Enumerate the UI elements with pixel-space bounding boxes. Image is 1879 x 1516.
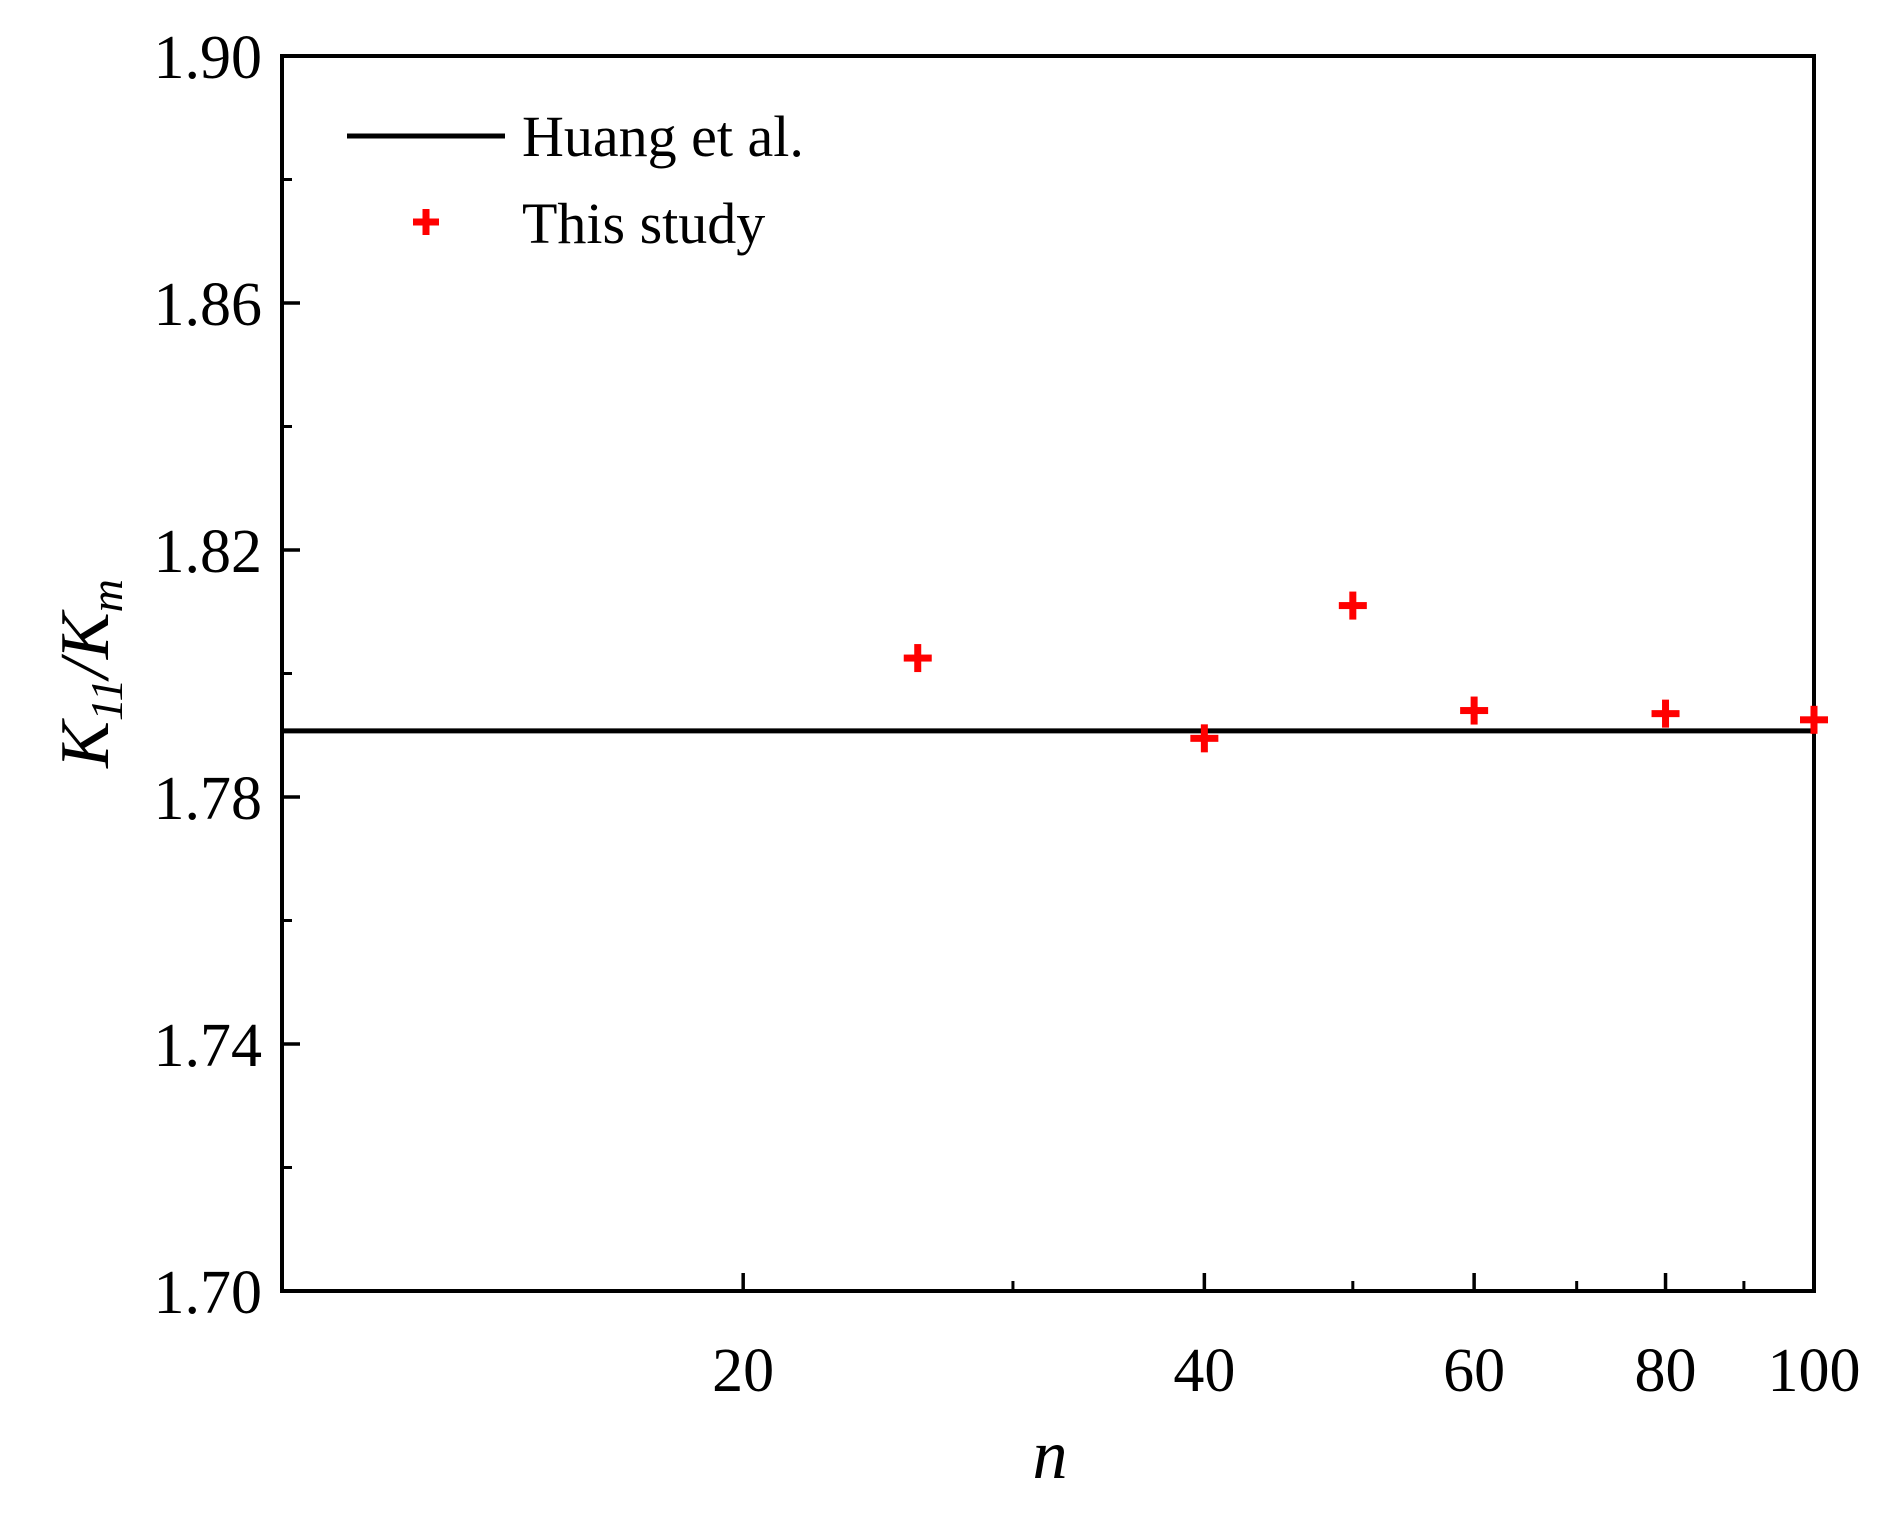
plus-marker-vertical xyxy=(914,644,922,673)
data-point-this-study xyxy=(1800,705,1828,734)
y-tick-label: 1.78 xyxy=(154,765,263,833)
y-tick-label: 1.86 xyxy=(154,271,263,339)
data-point-this-study xyxy=(1651,699,1680,728)
x-tick-label: 60 xyxy=(1443,1337,1505,1405)
axis-titles: n K11/Km xyxy=(47,579,1068,1494)
y-axis-title-part-2: K xyxy=(47,609,124,660)
y-tick-label: 1.82 xyxy=(154,518,263,586)
y-axis-title-subscript-1: 11 xyxy=(81,679,132,722)
legend-label-huang: Huang et al. xyxy=(522,104,804,169)
data-point-this-study xyxy=(1460,696,1489,725)
plot-area xyxy=(280,54,1816,1293)
data-point-this-study xyxy=(1338,591,1367,620)
plot-frame xyxy=(280,54,1816,1293)
plus-marker-vertical xyxy=(1470,696,1478,725)
series-layer xyxy=(282,591,1828,753)
y-axis-title: K11/Km xyxy=(47,579,132,769)
plus-marker-vertical xyxy=(1200,724,1208,753)
data-point-this-study xyxy=(903,644,932,673)
legend-plus-marker xyxy=(413,209,439,235)
x-tick-label: 100 xyxy=(1768,1337,1861,1405)
legend-label-this-study: This study xyxy=(522,191,765,256)
x-tick-label: 80 xyxy=(1635,1337,1697,1405)
y-tick-label: 1.74 xyxy=(154,1012,263,1080)
y-tick-label: 1.90 xyxy=(154,24,263,92)
x-axis: 20 40 60 80 100 xyxy=(712,1273,1861,1405)
plus-marker-vertical xyxy=(1662,699,1670,728)
y-axis-title-subscript-2: m xyxy=(81,579,132,612)
plus-marker-vertical xyxy=(1349,591,1357,620)
legend-marker-swatch xyxy=(413,209,439,235)
y-tick-label: 1.70 xyxy=(154,1259,263,1327)
plus-marker-vertical xyxy=(422,209,430,235)
plus-marker-vertical xyxy=(1810,705,1818,734)
y-axis: 1.70 1.74 1.78 1.82 1.86 1.90 xyxy=(154,24,300,1327)
x-tick-label: 40 xyxy=(1173,1337,1235,1405)
data-point-this-study xyxy=(1190,724,1219,753)
x-axis-title: n xyxy=(1033,1417,1068,1494)
legend: Huang et al. This study xyxy=(347,104,804,256)
x-tick-label: 20 xyxy=(712,1337,774,1405)
y-axis-title-part-1: K xyxy=(47,718,124,769)
